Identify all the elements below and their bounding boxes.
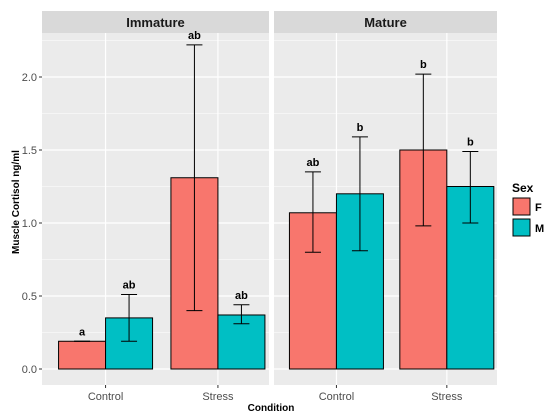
- significance-label: b: [357, 122, 364, 134]
- x-tick-label: Stress: [431, 391, 463, 403]
- significance-label: ab: [235, 290, 248, 302]
- legend-label-m: M: [535, 223, 544, 235]
- legend: Sex FM: [512, 181, 544, 237]
- x-tick-label: Stress: [202, 391, 234, 403]
- y-tick-label: 2.0: [22, 72, 37, 84]
- y-axis-title: Muscle Cortisol ng/ml: [11, 150, 22, 254]
- y-tick-label: 0.5: [22, 291, 37, 303]
- legend-label-f: F: [535, 202, 542, 214]
- y-tick-label: 1.0: [22, 218, 37, 230]
- x-axis-title: Condition: [248, 403, 295, 414]
- y-tick-label: 1.5: [22, 145, 37, 157]
- bar-immature-control-f: [58, 340, 107, 370]
- x-tick-label: Control: [88, 391, 123, 403]
- facet-title-immature: Immature: [126, 15, 185, 30]
- facet-strip-mature: [274, 11, 497, 33]
- significance-label: b: [420, 59, 427, 71]
- significance-label: ab: [188, 30, 201, 42]
- significance-label: a: [79, 326, 86, 338]
- significance-label: ab: [123, 280, 136, 292]
- y-tick-label: 0.0: [22, 364, 37, 376]
- legend-title: Sex: [512, 181, 534, 195]
- significance-label: b: [467, 136, 474, 148]
- facet-strip-immature: [42, 11, 269, 33]
- legend-key-m: [512, 218, 531, 237]
- facet-title-mature: Mature: [364, 15, 407, 30]
- x-tick-label: Control: [319, 391, 354, 403]
- significance-label: ab: [307, 157, 320, 169]
- panels-layer: Immature a ab ab ab Control Stress Mature ab b b b C…: [22, 11, 497, 403]
- legend-key-f: [512, 197, 531, 216]
